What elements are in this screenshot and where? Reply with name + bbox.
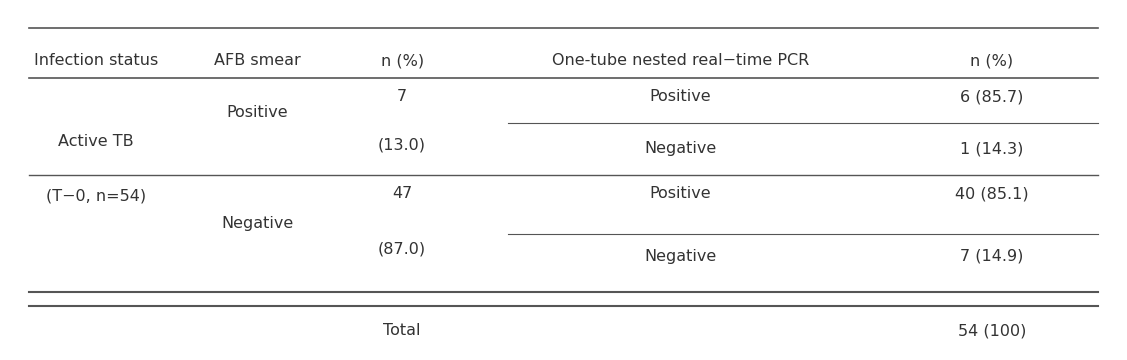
Text: n (%): n (%) [381,53,424,68]
Text: Positive: Positive [227,105,289,120]
Text: Infection status: Infection status [34,53,158,68]
Text: Positive: Positive [649,89,711,104]
Text: n (%): n (%) [970,53,1013,68]
Text: (13.0): (13.0) [378,138,426,153]
Text: 7 (14.9): 7 (14.9) [960,249,1023,264]
Text: (87.0): (87.0) [378,242,426,257]
Text: Positive: Positive [649,186,711,201]
Text: 1 (14.3): 1 (14.3) [960,141,1023,156]
Text: 40 (85.1): 40 (85.1) [956,186,1029,201]
Text: Negative: Negative [645,249,717,264]
Text: (T−0, n=54): (T−0, n=54) [46,188,147,203]
Text: Active TB: Active TB [59,134,134,149]
Text: 47: 47 [392,186,412,201]
Text: 7: 7 [397,89,407,104]
Text: Negative: Negative [221,216,293,231]
Text: Total: Total [383,323,420,338]
Text: 6 (85.7): 6 (85.7) [960,89,1023,104]
Text: One-tube nested real−time PCR: One-tube nested real−time PCR [552,53,809,68]
Text: Negative: Negative [645,141,717,156]
Text: 54 (100): 54 (100) [958,323,1027,338]
Text: AFB smear: AFB smear [214,53,301,68]
